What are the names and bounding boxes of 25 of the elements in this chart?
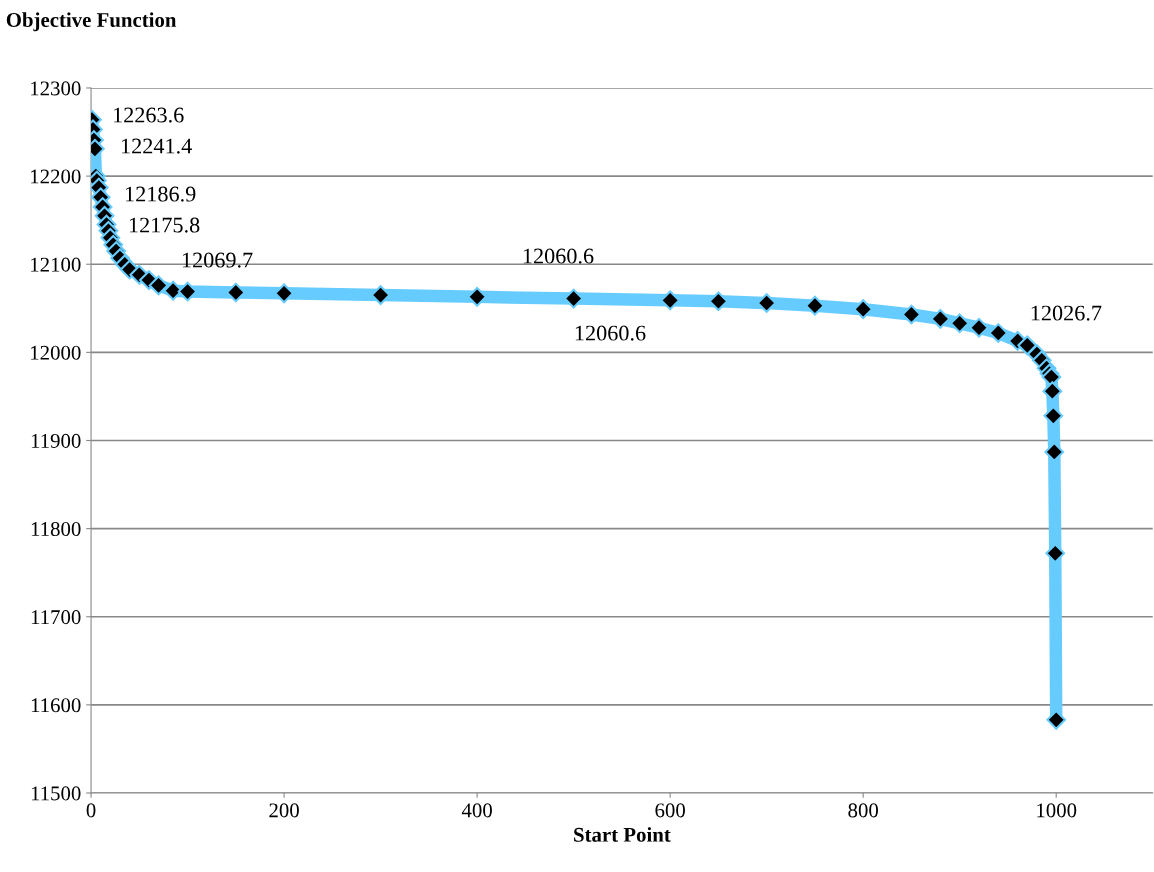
y-tick-label: 11900 bbox=[31, 433, 81, 448]
x-tick-label: 400 bbox=[461, 803, 492, 818]
y-tick-label: 11700 bbox=[31, 610, 81, 625]
annotation: 12241.4 bbox=[121, 138, 192, 154]
annotation: 12069.7 bbox=[182, 252, 253, 268]
x-tick-label: 0 bbox=[86, 803, 96, 818]
x-tick-label: 600 bbox=[655, 803, 685, 818]
annotation: 12175.8 bbox=[129, 217, 200, 233]
y-tick-label: 11800 bbox=[31, 521, 81, 537]
y-tick-label: 11600 bbox=[31, 698, 81, 713]
annotation: 12263.6 bbox=[114, 107, 184, 123]
annotation: 12060.6 bbox=[523, 248, 594, 264]
annotation: 12026.7 bbox=[1031, 305, 1102, 321]
y-tick-label: 12100 bbox=[31, 257, 81, 272]
y-tick-label: 12300 bbox=[31, 81, 81, 96]
y-tick-label: 11500 bbox=[31, 786, 81, 801]
x-tick-label: 800 bbox=[848, 803, 879, 818]
x-axis-title: Start Point bbox=[574, 827, 671, 842]
x-tick-label: 200 bbox=[269, 803, 299, 818]
y-tick-label: 12200 bbox=[31, 169, 81, 184]
y-axis-title: Objective Function bbox=[6, 12, 177, 32]
annotation: 12186.9 bbox=[126, 186, 196, 202]
y-tick-label: 12000 bbox=[31, 345, 81, 360]
x-tick-label: 1000 bbox=[1037, 803, 1077, 818]
annotation: 12060.6 bbox=[575, 325, 646, 341]
